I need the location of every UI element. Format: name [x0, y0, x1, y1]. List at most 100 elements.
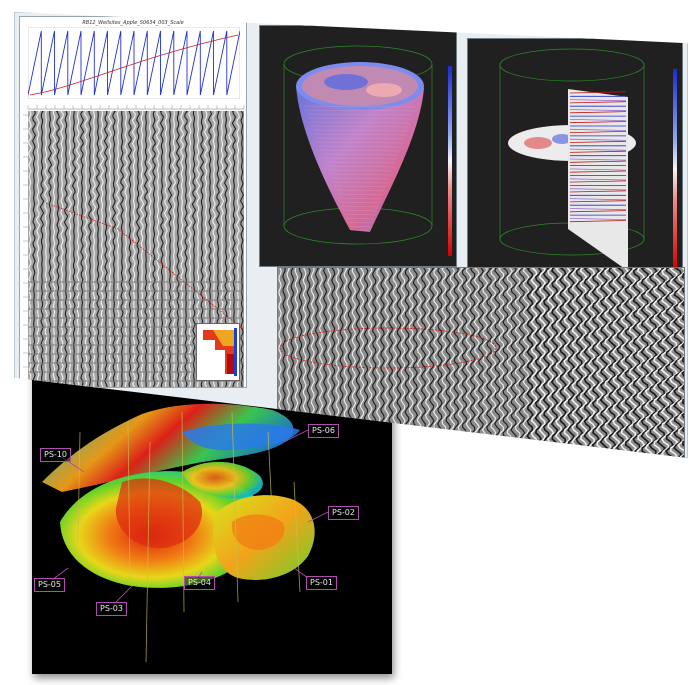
well-label[interactable]: PS-06	[308, 424, 339, 438]
seismic-trace	[453, 268, 460, 458]
seismic-trace	[428, 268, 435, 458]
seismic-trace	[91, 111, 97, 387]
seismic-trace	[35, 111, 41, 387]
seismic-trace	[489, 268, 497, 458]
seismic-trace	[445, 268, 452, 458]
seismic-trace	[534, 268, 543, 458]
seismic-trace	[676, 268, 684, 458]
seismic-trace	[412, 268, 418, 458]
seismic-trace	[558, 268, 567, 458]
slice-volume-view[interactable]	[467, 38, 683, 280]
seismic-trace	[660, 268, 671, 458]
seismic-trace	[632, 268, 642, 458]
seismic-trace	[67, 111, 73, 387]
seismic-trace	[664, 268, 675, 458]
colorbar-icon	[673, 69, 677, 269]
seismic-trace	[120, 111, 124, 387]
seismic-trace	[147, 111, 153, 387]
seismic-trace	[497, 268, 505, 458]
seismic-trace	[530, 268, 539, 458]
cone-volume-view[interactable]	[259, 25, 457, 267]
seismic-trace	[518, 268, 526, 458]
well-label[interactable]: PS-02	[328, 506, 359, 520]
seismic-trace	[83, 111, 88, 387]
seismic-trace	[619, 268, 629, 458]
seismic-trace	[562, 268, 572, 458]
seismic-trace	[71, 111, 77, 387]
seismic-trace	[131, 111, 137, 387]
seismic-trace	[582, 268, 592, 458]
seismic-trace	[440, 268, 447, 458]
gather-axis-strip	[27, 105, 245, 110]
seismic-trace	[603, 268, 613, 458]
seismic-trace	[579, 268, 588, 458]
well-label[interactable]: PS-03	[96, 602, 127, 616]
seismic-trace	[473, 268, 480, 458]
seismic-trace	[542, 268, 552, 458]
seismic-trace	[432, 268, 439, 458]
cone-volume-render	[283, 45, 433, 245]
seismic-trace	[599, 268, 610, 458]
seismic-trace	[39, 111, 45, 387]
seismic-trace	[139, 111, 145, 387]
seismic-trace	[639, 268, 650, 458]
well-label[interactable]: PS-05	[34, 578, 65, 592]
seismic-trace	[514, 268, 522, 458]
seismic-trace	[587, 268, 596, 458]
seismic-trace	[152, 111, 156, 387]
seismic-trace	[107, 111, 113, 387]
seismic-trace	[187, 111, 193, 387]
seismic-trace	[156, 111, 161, 387]
seismic-trace	[510, 268, 518, 458]
reservoir-surface-render	[42, 403, 329, 663]
seismic-trace	[485, 268, 493, 458]
seismic-trace	[672, 268, 683, 458]
seismic-trace	[652, 268, 662, 458]
colorbar-icon	[448, 66, 452, 256]
seismic-trace	[567, 268, 576, 458]
seismic-trace	[159, 111, 165, 387]
seismic-trace	[420, 268, 427, 458]
seismic-trace	[506, 268, 513, 458]
seismic-trace	[611, 268, 621, 458]
inset-property-map	[196, 323, 240, 381]
seismic-trace	[123, 111, 129, 387]
seismic-trace	[437, 268, 443, 458]
seismic-trace	[457, 268, 464, 458]
seismic-trace	[171, 111, 177, 387]
seismic-trace	[127, 111, 133, 387]
seismic-trace	[416, 268, 423, 458]
seismic-trace	[163, 111, 169, 387]
seismic-trace	[191, 111, 197, 387]
slice-volume-render	[499, 48, 645, 271]
seismic-trace	[75, 111, 81, 387]
well-label[interactable]: PS-01	[306, 576, 337, 590]
sweep-signal-plot	[28, 27, 240, 99]
well-label[interactable]: PS-04	[184, 576, 215, 590]
seismic-trace	[615, 268, 625, 458]
seismic-trace	[644, 268, 654, 458]
seismic-trace	[554, 268, 563, 458]
seismic-trace	[111, 111, 117, 387]
well-label[interactable]: PS-10	[40, 448, 71, 462]
seismic-trace	[239, 111, 244, 387]
seismic-trace	[607, 268, 617, 458]
seismic-trace	[135, 111, 141, 387]
seismic-trace	[591, 268, 600, 458]
seismic-trace	[43, 111, 49, 387]
seismic-trace	[656, 268, 667, 458]
seismic-trace	[494, 268, 501, 458]
seismic-trace	[103, 111, 109, 387]
seismic-trace	[636, 268, 646, 458]
seismic-trace	[95, 111, 101, 387]
seismic-trace	[143, 111, 149, 387]
reservoir-3d-view[interactable]: PS-10 PS-06 PS-02 PS-05 PS-03 PS-04 PS-0…	[32, 372, 392, 674]
seismic-trace	[184, 111, 189, 387]
seismic-trace	[628, 268, 639, 458]
seismic-trace	[28, 111, 32, 387]
seismic-trace	[461, 268, 468, 458]
gather-time-scale	[23, 114, 28, 382]
gather-panel[interactable]: RB12_Wellsites_Apple_S0634_003_Scale	[19, 16, 247, 388]
seismic-trace	[624, 268, 633, 458]
seismic-trace	[550, 268, 559, 458]
